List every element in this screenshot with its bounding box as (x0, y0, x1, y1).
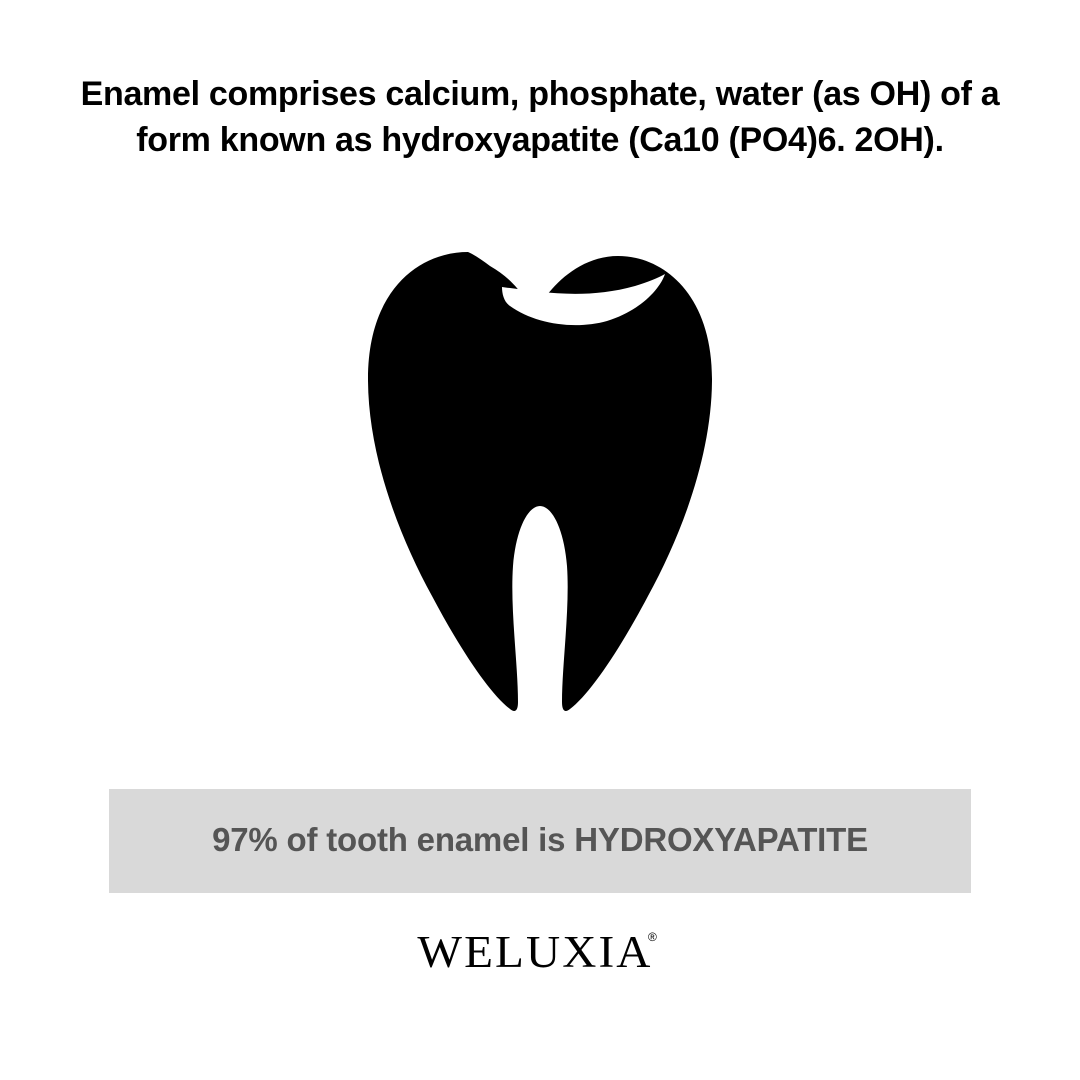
heading-text: Enamel comprises calcium, phosphate, wat… (50, 72, 1030, 164)
tooth-icon (360, 244, 720, 719)
stat-banner: 97% of tooth enamel is HYDROXYAPATITE (109, 789, 971, 893)
brand-name: WELUXIA (418, 926, 653, 978)
registered-mark-icon: ® (648, 930, 657, 944)
stat-banner-text: 97% of tooth enamel is HYDROXYAPATITE (119, 821, 961, 859)
brand-logo: WELUXIA® (423, 926, 657, 978)
